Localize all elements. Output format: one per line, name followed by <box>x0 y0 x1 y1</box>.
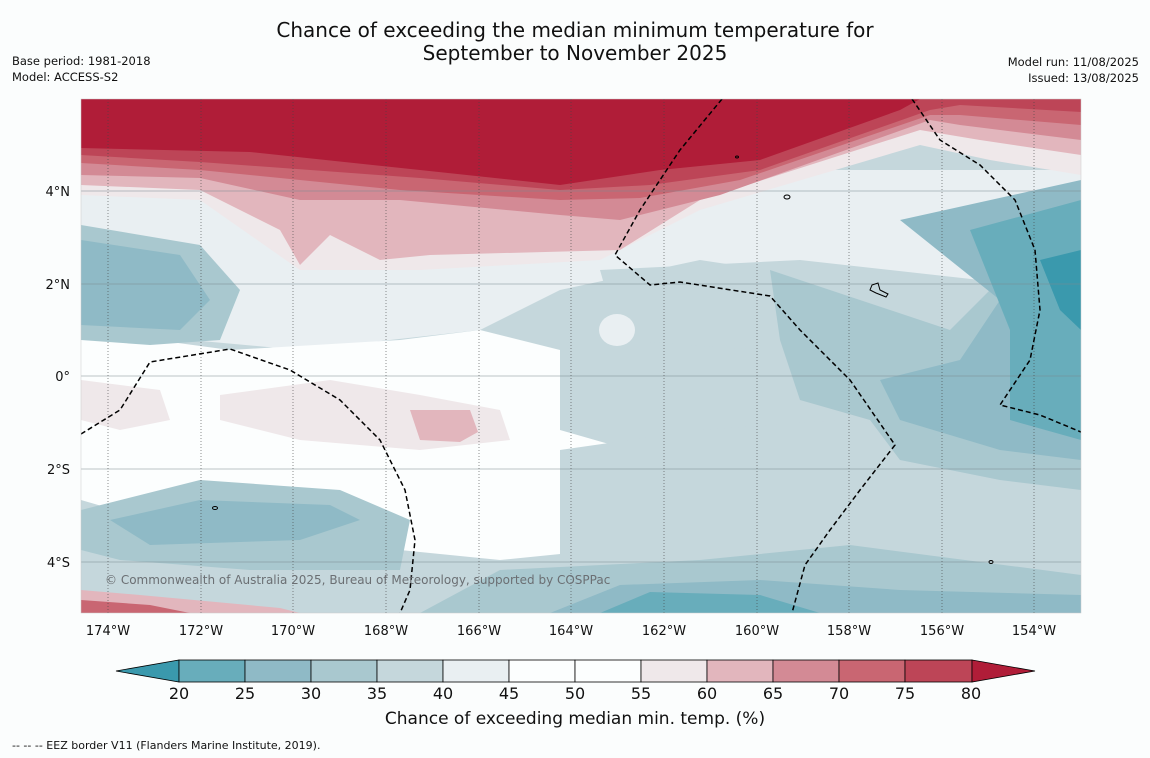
colorbar-bin-20-25 <box>178 659 246 683</box>
map-title: Chance of exceeding the median minimum t… <box>0 19 1150 65</box>
colorbar-bin-30-35 <box>310 659 378 683</box>
colorbar-tick-50: 50 <box>565 684 585 703</box>
colorbar-tick-55: 55 <box>631 684 651 703</box>
region-20-25-south <box>600 592 820 613</box>
region-below-20-east <box>1040 250 1081 330</box>
lon-label-158w: 158°W <box>827 624 871 639</box>
map-area: © Commonwealth of Australia 2025, Bureau… <box>81 99 1081 613</box>
lon-label-162w: 162°W <box>642 624 686 639</box>
meta-left: Base period: 1981-2018 Model: ACCESS-S2 <box>12 53 151 85</box>
issued-text: Issued: 13/08/2025 <box>1028 71 1139 85</box>
lat-label-2n: 2°N <box>46 278 71 293</box>
colorbar-high-arrow <box>971 659 1036 683</box>
lat-label-2s: 2°S <box>47 463 70 478</box>
lon-label-168w: 168°W <box>364 624 408 639</box>
colorbar-bin-55-60 <box>640 659 708 683</box>
region-60-65-central <box>410 410 478 442</box>
lat-label-4s: 4°S <box>47 556 70 571</box>
colorbar-low-arrow <box>115 659 180 683</box>
colorbar-tick-75: 75 <box>895 684 915 703</box>
lon-label-172w: 172°W <box>179 624 223 639</box>
lat-label-4n: 4°N <box>46 185 71 200</box>
colorbar-tick-25: 25 <box>235 684 255 703</box>
eez-footnote: -- -- -- EEZ border V11 (Flanders Marine… <box>12 739 321 752</box>
region-25-30-west <box>81 240 210 330</box>
region-40-45-spot <box>599 314 635 346</box>
model-text: Model: ACCESS-S2 <box>12 70 119 84</box>
title-line-2: September to November 2025 <box>422 41 728 65</box>
colorbar-bin-25-30 <box>244 659 312 683</box>
islands <box>212 155 994 564</box>
colorbar-bin-70-75 <box>838 659 906 683</box>
eez-borders <box>81 99 1081 613</box>
colorbar-bin-45-50 <box>508 659 576 683</box>
colorbar <box>115 659 1036 683</box>
colorbar-tick-60: 60 <box>697 684 717 703</box>
base-period-text: Base period: 1981-2018 <box>12 54 151 68</box>
model-run-text: Model run: 11/08/2025 <box>1007 55 1139 69</box>
colorbar-tick-45: 45 <box>499 684 519 703</box>
lon-label-164w: 164°W <box>549 624 593 639</box>
colorbar-bin-60-65 <box>706 659 774 683</box>
colorbar-tick-40: 40 <box>433 684 453 703</box>
copyright-text: © Commonwealth of Australia 2025, Bureau… <box>105 573 610 587</box>
colorbar-title: Chance of exceeding median min. temp. (%… <box>384 709 766 729</box>
colorbar-bin-50-55 <box>574 659 642 683</box>
colorbar-tick-35: 35 <box>367 684 387 703</box>
meta-right: Model run: 11/08/2025 Issued: 13/08/2025 <box>1008 54 1139 86</box>
lat-labels: 4°N 2°N 0° 2°S 4°S <box>46 185 71 571</box>
region-25-30-southwest <box>110 500 360 545</box>
region-above-80-north <box>81 99 920 185</box>
lat-label-0: 0° <box>55 370 70 385</box>
colorbar-tick-20: 20 <box>169 684 189 703</box>
title-line-1: Chance of exceeding the median minimum t… <box>276 18 874 42</box>
lon-label-160w: 160°W <box>735 624 779 639</box>
lon-label-170w: 170°W <box>271 624 315 639</box>
colorbar-tick-80: 80 <box>961 684 981 703</box>
lon-label-166w: 166°W <box>457 624 501 639</box>
colorbar-tick-65: 65 <box>763 684 783 703</box>
lon-labels: 174°W 172°W 170°W 168°W 166°W 164°W 162°… <box>86 624 1056 639</box>
lon-label-174w: 174°W <box>86 624 130 639</box>
colorbar-tick-70: 70 <box>829 684 849 703</box>
region-35-40-east <box>560 200 1081 613</box>
colorbar-ticks: 20 25 30 35 40 45 50 55 60 65 70 75 80 <box>169 684 981 703</box>
map-frame <box>80 98 1082 614</box>
colorbar-bin-75-80 <box>904 659 973 683</box>
region-55-60-west <box>81 380 170 430</box>
colorbar-bin-40-45 <box>442 659 510 683</box>
colorbar-bin-65-70 <box>772 659 840 683</box>
colorbar-bin-35-40 <box>376 659 444 683</box>
lon-label-154w: 154°W <box>1012 624 1056 639</box>
colorbar-tick-30: 30 <box>301 684 321 703</box>
gridlines <box>81 190 1081 563</box>
lon-label-156w: 156°W <box>920 624 964 639</box>
